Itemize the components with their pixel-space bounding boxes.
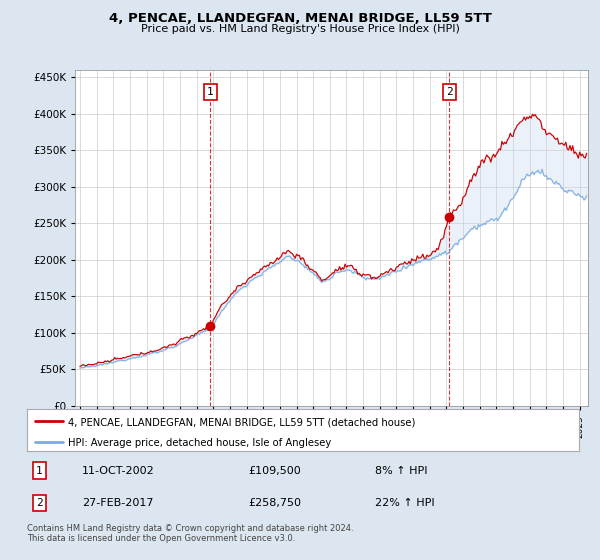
- Text: 1: 1: [207, 87, 214, 97]
- Text: 2: 2: [446, 87, 452, 97]
- Text: 8% ↑ HPI: 8% ↑ HPI: [375, 465, 427, 475]
- Text: 22% ↑ HPI: 22% ↑ HPI: [375, 498, 434, 508]
- Text: 4, PENCAE, LLANDEGFAN, MENAI BRIDGE, LL59 5TT (detached house): 4, PENCAE, LLANDEGFAN, MENAI BRIDGE, LL5…: [68, 417, 416, 427]
- Text: 1: 1: [36, 465, 43, 475]
- Text: 2: 2: [36, 498, 43, 508]
- Text: 11-OCT-2002: 11-OCT-2002: [82, 465, 155, 475]
- Text: £258,750: £258,750: [248, 498, 301, 508]
- Text: Contains HM Land Registry data © Crown copyright and database right 2024.
This d: Contains HM Land Registry data © Crown c…: [27, 524, 353, 543]
- Text: HPI: Average price, detached house, Isle of Anglesey: HPI: Average price, detached house, Isle…: [68, 438, 332, 448]
- Text: Price paid vs. HM Land Registry's House Price Index (HPI): Price paid vs. HM Land Registry's House …: [140, 24, 460, 34]
- Text: 4, PENCAE, LLANDEGFAN, MENAI BRIDGE, LL59 5TT: 4, PENCAE, LLANDEGFAN, MENAI BRIDGE, LL5…: [109, 12, 491, 25]
- Text: £109,500: £109,500: [248, 465, 301, 475]
- Text: 27-FEB-2017: 27-FEB-2017: [82, 498, 154, 508]
